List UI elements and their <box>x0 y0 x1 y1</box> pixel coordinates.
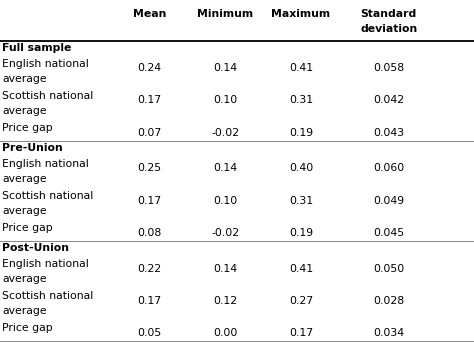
Text: 0.19: 0.19 <box>289 128 313 137</box>
Text: average: average <box>2 106 47 116</box>
Text: average: average <box>2 274 47 284</box>
Text: English national: English national <box>2 59 89 69</box>
Text: 0.07: 0.07 <box>137 128 162 137</box>
Text: 0.060: 0.060 <box>373 163 404 173</box>
Text: 0.17: 0.17 <box>137 95 161 105</box>
Text: 0.17: 0.17 <box>137 296 161 306</box>
Text: English national: English national <box>2 159 89 169</box>
Text: 0.14: 0.14 <box>213 163 237 173</box>
Text: 0.14: 0.14 <box>213 264 237 274</box>
Text: Scottish national: Scottish national <box>2 291 94 301</box>
Text: 0.27: 0.27 <box>289 296 313 306</box>
Text: 0.17: 0.17 <box>289 328 313 338</box>
Text: Price gap: Price gap <box>2 324 53 333</box>
Text: 0.25: 0.25 <box>137 163 161 173</box>
Text: average: average <box>2 74 47 84</box>
Text: Scottish national: Scottish national <box>2 191 94 201</box>
Text: average: average <box>2 206 47 216</box>
Text: 0.17: 0.17 <box>137 196 161 206</box>
Text: 0.10: 0.10 <box>213 196 237 206</box>
Text: Scottish national: Scottish national <box>2 91 94 101</box>
Text: 0.22: 0.22 <box>137 264 161 274</box>
Text: 0.043: 0.043 <box>373 128 404 137</box>
Text: Full sample: Full sample <box>2 43 72 53</box>
Text: -0.02: -0.02 <box>211 128 239 137</box>
Text: 0.05: 0.05 <box>137 328 162 338</box>
Text: Standard: Standard <box>361 9 417 18</box>
Text: 0.045: 0.045 <box>373 228 404 238</box>
Text: 0.042: 0.042 <box>373 95 404 105</box>
Text: 0.12: 0.12 <box>213 296 237 306</box>
Text: 0.31: 0.31 <box>289 95 313 105</box>
Text: 0.00: 0.00 <box>213 328 237 338</box>
Text: 0.41: 0.41 <box>289 63 313 73</box>
Text: English national: English national <box>2 259 89 269</box>
Text: 0.028: 0.028 <box>373 296 404 306</box>
Text: Post-Union: Post-Union <box>2 243 69 253</box>
Text: 0.08: 0.08 <box>137 228 162 238</box>
Text: 0.31: 0.31 <box>289 196 313 206</box>
Text: Price gap: Price gap <box>2 223 53 233</box>
Text: average: average <box>2 306 47 316</box>
Text: Price gap: Price gap <box>2 123 53 133</box>
Text: 0.058: 0.058 <box>373 63 404 73</box>
Text: average: average <box>2 174 47 184</box>
Text: 0.050: 0.050 <box>373 264 404 274</box>
Text: deviation: deviation <box>360 24 417 34</box>
Text: 0.40: 0.40 <box>289 163 313 173</box>
Text: 0.41: 0.41 <box>289 264 313 274</box>
Text: Pre-Union: Pre-Union <box>2 143 63 153</box>
Text: 0.14: 0.14 <box>213 63 237 73</box>
Text: Mean: Mean <box>133 9 166 18</box>
Text: 0.24: 0.24 <box>137 63 161 73</box>
Text: Minimum: Minimum <box>197 9 253 18</box>
Text: Maximum: Maximum <box>272 9 330 18</box>
Text: -0.02: -0.02 <box>211 228 239 238</box>
Text: 0.19: 0.19 <box>289 228 313 238</box>
Text: 0.034: 0.034 <box>373 328 404 338</box>
Text: 0.10: 0.10 <box>213 95 237 105</box>
Text: 0.049: 0.049 <box>373 196 404 206</box>
